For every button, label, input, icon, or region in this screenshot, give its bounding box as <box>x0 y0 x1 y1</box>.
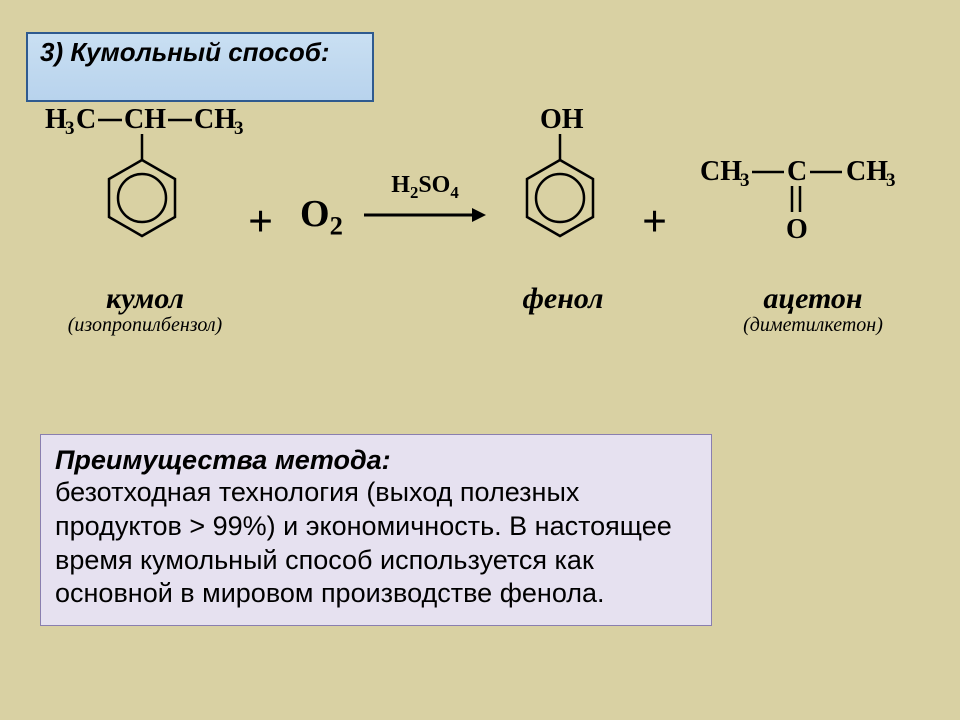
advantages-title: Преимущества метода: <box>55 445 697 476</box>
acetone-ch3-l: CH <box>700 156 742 187</box>
o2-sub: 2 <box>330 211 343 241</box>
phenol-inner-circle <box>536 174 584 222</box>
header-title: Кумольный способ: <box>70 37 329 67</box>
acetone-ch3-r-sub: 3 <box>886 170 896 191</box>
advantages-box: Преимущества метода: безотходная техноло… <box>40 434 712 626</box>
acetone-o: O <box>786 214 808 245</box>
header-number: 3) <box>40 37 63 67</box>
cumene-h3c: H <box>45 106 67 135</box>
reaction-scheme: H 3 C CH CH 3 + O2 H2SO4 <box>30 106 930 376</box>
header-number-title: 3) Кумольный способ: <box>40 38 360 68</box>
phenol-structure: OH <box>500 106 620 276</box>
cumene-ch3: CH <box>194 106 236 135</box>
reactant-o2: O2 <box>300 192 343 242</box>
acetone-ch3-l-sub: 3 <box>740 170 750 191</box>
cumene-h3c-sub: 3 <box>65 118 75 139</box>
plus-sign-1: + <box>248 196 273 247</box>
acetone-c: C <box>787 156 807 187</box>
advantages-body: безотходная технология (выход полезных п… <box>55 476 697 611</box>
cumene-subname: (изопропилбензол) <box>50 314 240 337</box>
molecule-phenol: OH <box>500 106 620 281</box>
reaction-arrow <box>360 203 490 227</box>
arrow-reagent: H2SO4 <box>360 172 490 203</box>
molecule-acetone: CH 3 C CH 3 O <box>690 154 930 269</box>
cumene-c1: C <box>76 106 96 135</box>
acetone-ch3-r: CH <box>846 156 888 187</box>
cumene-ch: CH <box>124 106 166 135</box>
cumene-name: кумол <box>50 284 240 314</box>
benzene-inner-circle <box>118 174 166 222</box>
header-box: 3) Кумольный способ: <box>26 32 374 102</box>
cumene-ch3-sub: 3 <box>234 118 244 139</box>
phenol-name: фенол <box>498 284 628 314</box>
label-cumene: кумол (изопропилбензол) <box>50 284 240 337</box>
cumene-structure: H 3 C CH CH 3 <box>30 106 250 276</box>
acetone-subname: (диметилкетон) <box>718 314 908 337</box>
label-acetone: ацетон (диметилкетон) <box>718 284 908 337</box>
reaction-arrow-block: H2SO4 <box>360 172 490 232</box>
label-phenol: фенол <box>498 284 628 314</box>
acetone-structure: CH 3 C CH 3 O <box>690 154 930 264</box>
acetone-name: ацетон <box>718 284 908 314</box>
plus-sign-2: + <box>642 196 667 247</box>
o2-text: O <box>300 193 330 235</box>
molecule-cumene: H 3 C CH CH 3 <box>30 106 250 281</box>
phenol-oh: OH <box>540 106 584 135</box>
